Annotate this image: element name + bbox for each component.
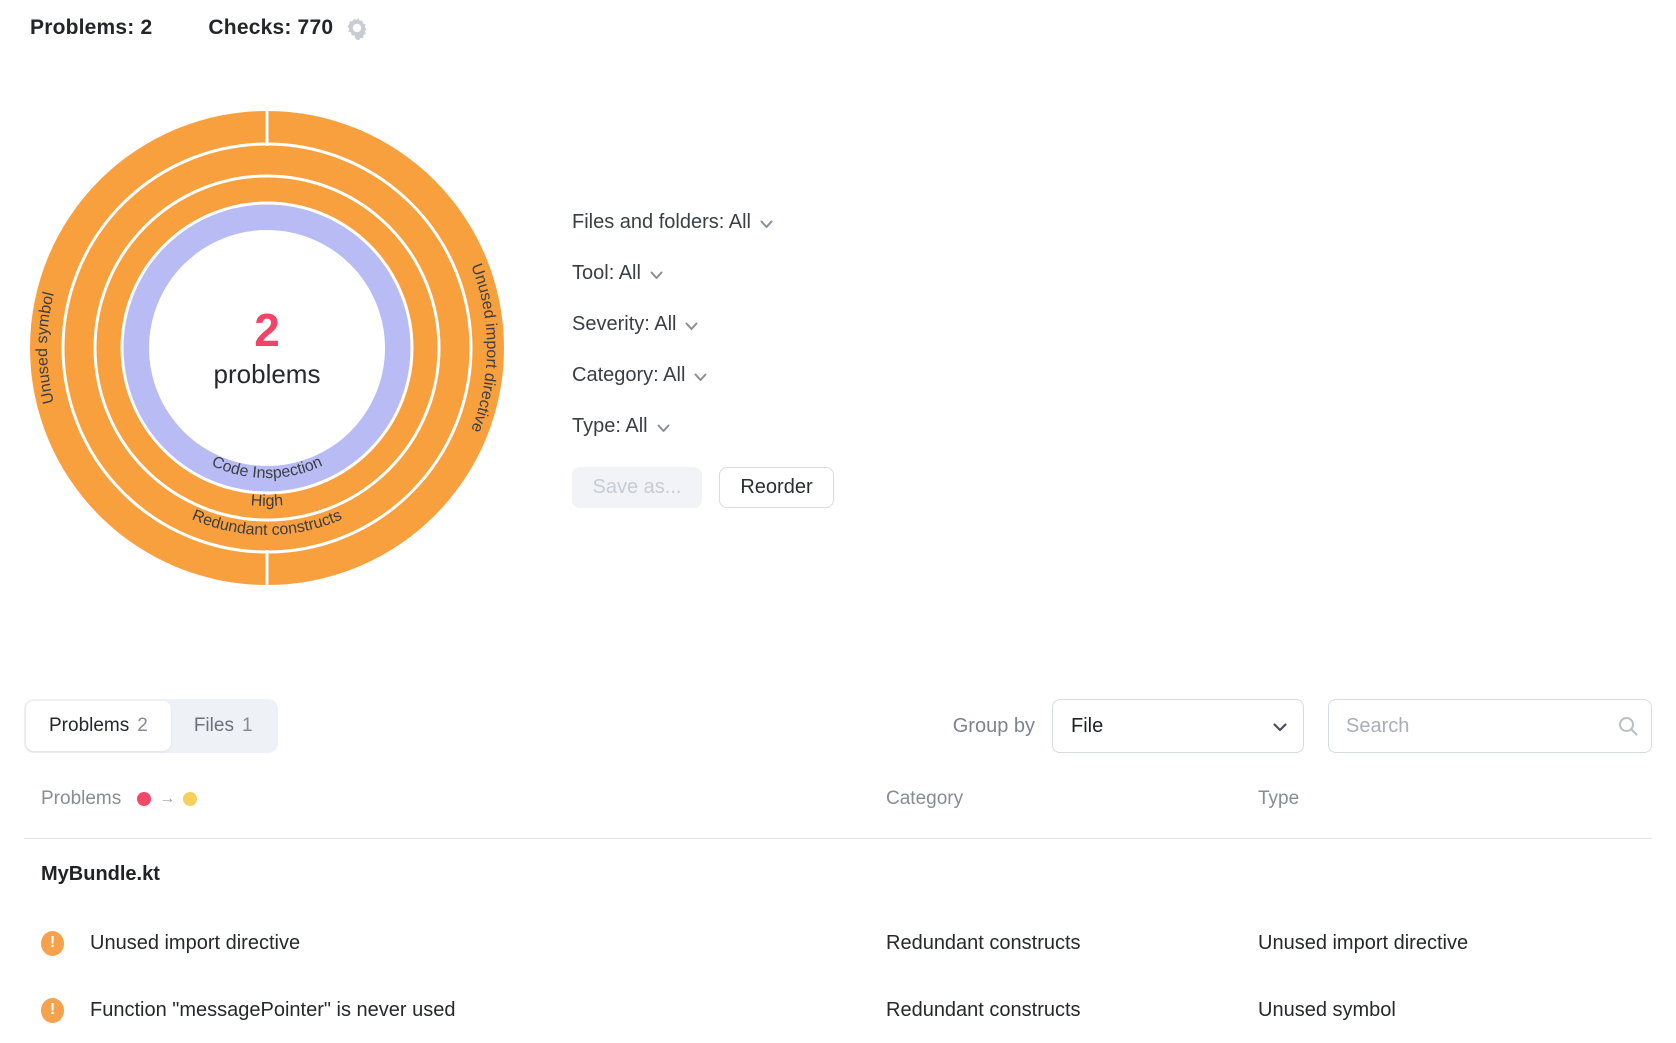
table-divider [24,838,1652,839]
file-group-row[interactable]: MyBundle.kt [24,856,1652,892]
filter-tool[interactable]: Tool: All [572,261,834,286]
search-icon [1619,717,1638,736]
problem-cell[interactable]: ! Function "messagePointer" is never use… [41,977,456,1043]
svg-text:Unused symbol: Unused symbol [34,290,58,405]
problem-cell[interactable]: ! Unused import directive [41,910,300,976]
filter-files-and-folders[interactable]: Files and folders: All [572,210,834,235]
problem-title: Unused import directive [90,931,301,954]
chart-center-value: 2 [254,304,280,356]
filter-category[interactable]: Category: All [572,363,834,388]
chevron-down-icon [694,373,707,381]
group-by-label: Group by [952,714,1035,737]
reorder-button[interactable]: Reorder [719,467,834,508]
sort-severity-low-dot [183,792,198,806]
report-header: Problems: 2 Checks: 770 [30,16,369,41]
tab-files[interactable]: Files 1 [193,715,253,736]
problem-category: Redundant constructs [886,931,1081,954]
tab-problems[interactable]: Problems 2 [26,701,171,751]
problem-category: Redundant constructs [886,998,1081,1021]
chart-center-caption: problems [214,359,321,389]
problem-type: Unused import directive [1258,931,1469,954]
segment-label-unused-symbol: Unused symbol [34,290,58,405]
column-category[interactable]: Category [886,788,964,809]
table-row: ! Unused import directive Redundant cons… [24,910,1652,976]
sunburst-chart[interactable]: Unused symbol Unused import directive Re… [29,110,505,591]
list-toolbar: Problems 2 Files 1 Group by File [24,699,1652,753]
svg-text:High: High [250,492,283,510]
file-name: MyBundle.kt [41,862,160,885]
column-type[interactable]: Type [1258,788,1300,809]
chevron-down-icon [685,322,698,330]
chevron-down-icon [760,220,773,228]
warning-icon: ! [41,997,64,1023]
tab-files-count: 1 [241,715,253,736]
save-as-button[interactable]: Save as... [572,467,702,508]
group-by-value: File [1071,714,1104,737]
filter-severity[interactable]: Severity: All [572,312,834,337]
view-tabs: Problems 2 Files 1 [24,699,278,753]
filters-panel: Files and folders: All Tool: All Severit… [572,210,834,508]
chevron-down-icon [650,271,663,279]
warning-icon: ! [41,930,64,956]
problem-title: Function "messagePointer" is never used [90,998,456,1021]
search-input[interactable] [1328,699,1652,753]
sort-severity-high-dot [137,792,152,806]
segment-label-high: High [250,492,283,510]
tab-problems-count: 2 [137,715,148,736]
chevron-down-icon [657,424,670,432]
column-problems[interactable]: Problems [41,788,122,809]
group-by-select[interactable]: File [1052,699,1304,753]
filter-type[interactable]: Type: All [572,414,834,439]
problems-count: Problems: 2 [30,16,153,39]
problem-type: Unused symbol [1258,998,1396,1021]
chevron-down-icon [1273,723,1287,732]
table-row: ! Function "messagePointer" is never use… [24,977,1652,1043]
gear-icon[interactable] [345,16,369,41]
checks-count: Checks: 770 [208,16,334,39]
table-header: Problems → Category Type [24,788,1652,822]
sort-direction-arrow: → [159,790,176,807]
